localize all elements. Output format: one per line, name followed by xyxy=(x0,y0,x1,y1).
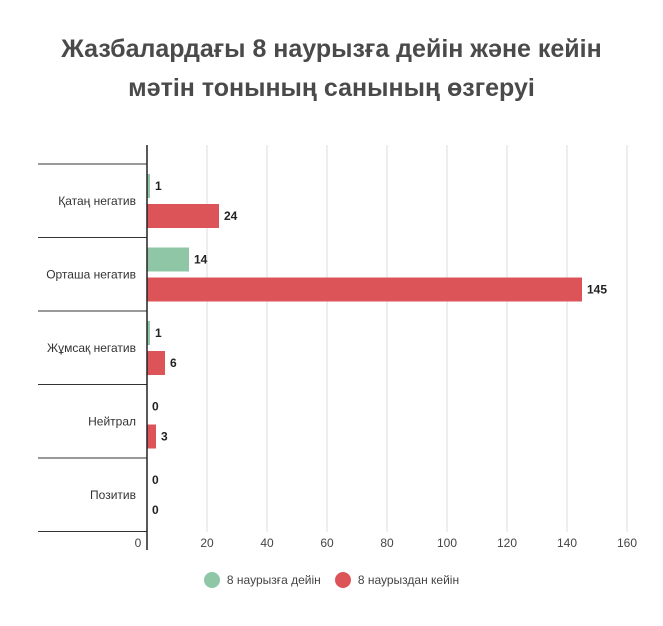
chart-title-line-1: Жазбалардағы 8 наурызға дейін және кейін xyxy=(61,35,602,63)
bar-after-1 xyxy=(147,277,582,302)
data-label-after-0: 24 xyxy=(224,209,238,223)
legend-label-before: 8 наурызға дейін xyxy=(226,573,321,587)
bar-before-1 xyxy=(147,247,189,272)
data-label-after-2: 6 xyxy=(170,356,177,370)
legend-swatch-before xyxy=(203,572,220,588)
category-label-1: Орташа негатив xyxy=(46,267,136,281)
category-label-3: Нейтрал xyxy=(88,414,136,428)
bar-before-2 xyxy=(147,321,150,345)
data-label-before-4: 0 xyxy=(152,473,159,487)
bar-after-2 xyxy=(147,351,165,375)
data-label-before-0: 1 xyxy=(155,179,162,193)
category-label-0: Қатаң негатив xyxy=(58,194,136,208)
chart-title-line-2: мәтін тонының санының өзгеруі xyxy=(128,74,535,102)
x-tick-label-7: 140 xyxy=(557,536,577,550)
data-label-before-2: 1 xyxy=(155,326,162,340)
chart-title: Жазбалардағы 8 наурызға дейін және кейін… xyxy=(0,30,663,108)
x-tick-label-0: 0 xyxy=(135,536,142,550)
bar-before-0 xyxy=(147,174,150,198)
data-label-after-4: 0 xyxy=(152,503,159,517)
x-tick-label-3: 60 xyxy=(320,536,334,550)
x-tick-label-1: 20 xyxy=(200,536,214,550)
legend-item-before: 8 наурызға дейін xyxy=(203,572,321,588)
bar-after-3 xyxy=(147,424,156,449)
data-label-after-1: 145 xyxy=(587,283,607,297)
category-label-4: Позитив xyxy=(90,488,136,502)
x-tick-label-4: 80 xyxy=(380,536,394,550)
bar-after-0 xyxy=(147,204,219,228)
x-tick-label-8: 160 xyxy=(617,536,637,550)
x-tick-label-2: 40 xyxy=(260,536,274,550)
legend-item-after: 8 наурыздан кейін xyxy=(334,572,460,588)
chart-legend: 8 наурызға дейін 8 наурыздан кейін xyxy=(0,572,663,588)
legend-label-after: 8 наурыздан кейін xyxy=(357,573,460,587)
data-label-before-1: 14 xyxy=(194,253,208,267)
data-label-after-3: 3 xyxy=(161,430,168,444)
category-label-2: Жұмсақ негатив xyxy=(47,341,136,355)
legend-swatch-after xyxy=(334,572,351,588)
x-tick-label-6: 120 xyxy=(497,536,517,550)
x-tick-label-5: 100 xyxy=(437,536,457,550)
data-label-before-3: 0 xyxy=(152,400,159,414)
